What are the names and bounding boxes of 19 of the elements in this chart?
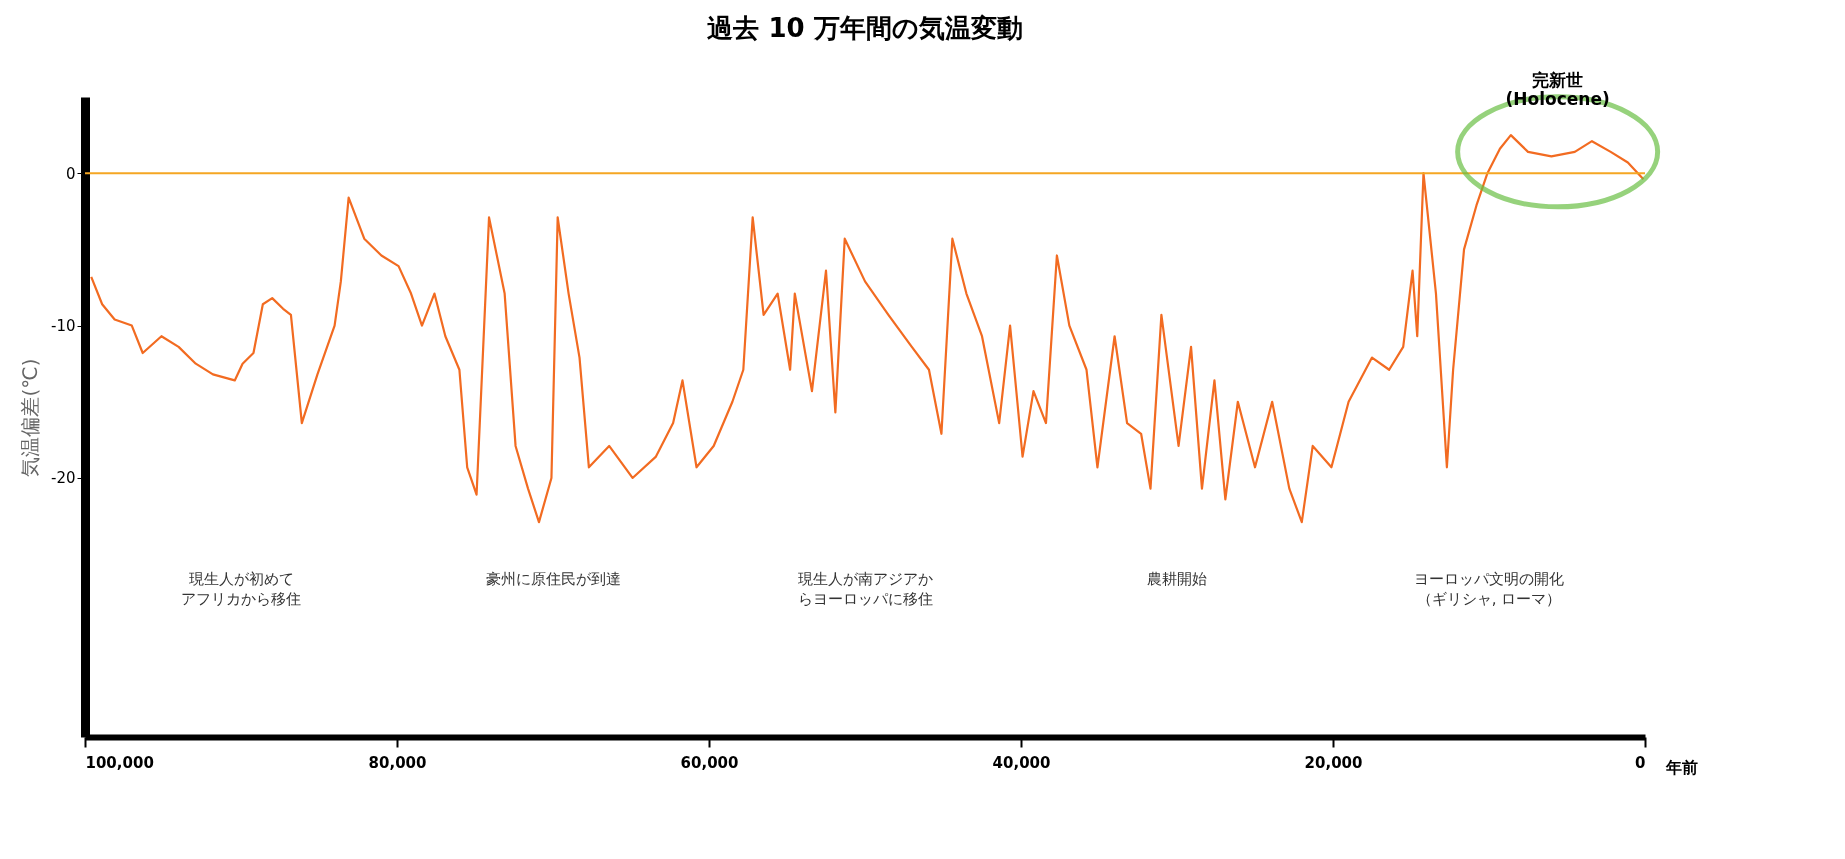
annotation: 農耕開始 <box>1147 570 1207 588</box>
x-tick-label: 60,000 <box>680 753 739 772</box>
annotation: 完新世 (Holocene) <box>1505 69 1610 109</box>
annotation: 豪州に原住民が到達 <box>485 570 621 588</box>
y-tick-label: -20 <box>51 469 76 488</box>
x-axis-title: 年前 <box>1664 757 1698 777</box>
x-tick-label: 20,000 <box>1304 753 1363 772</box>
x-tick-label: 0 <box>1635 753 1646 772</box>
chart-title: 過去 10 万年間の気温変動 <box>707 12 1023 43</box>
y-axis-title: 気温偏差(℃) <box>18 358 42 477</box>
annotation: 現生人が南アジアからヨーロッパに移住 <box>797 570 933 608</box>
x-tick-label: 80,000 <box>368 753 427 772</box>
annotation: 現生人が初めてアフリカから移住 <box>181 570 301 608</box>
x-tick-label: 100,000 <box>85 753 154 772</box>
y-tick-label: -10 <box>51 317 76 336</box>
y-tick-label: 0 <box>65 164 76 183</box>
annotation: ヨーロッパ文明の開化（ギリシャ, ローマ） <box>1414 570 1564 608</box>
x-tick-label: 40,000 <box>992 753 1051 772</box>
line-series <box>90 134 1645 524</box>
